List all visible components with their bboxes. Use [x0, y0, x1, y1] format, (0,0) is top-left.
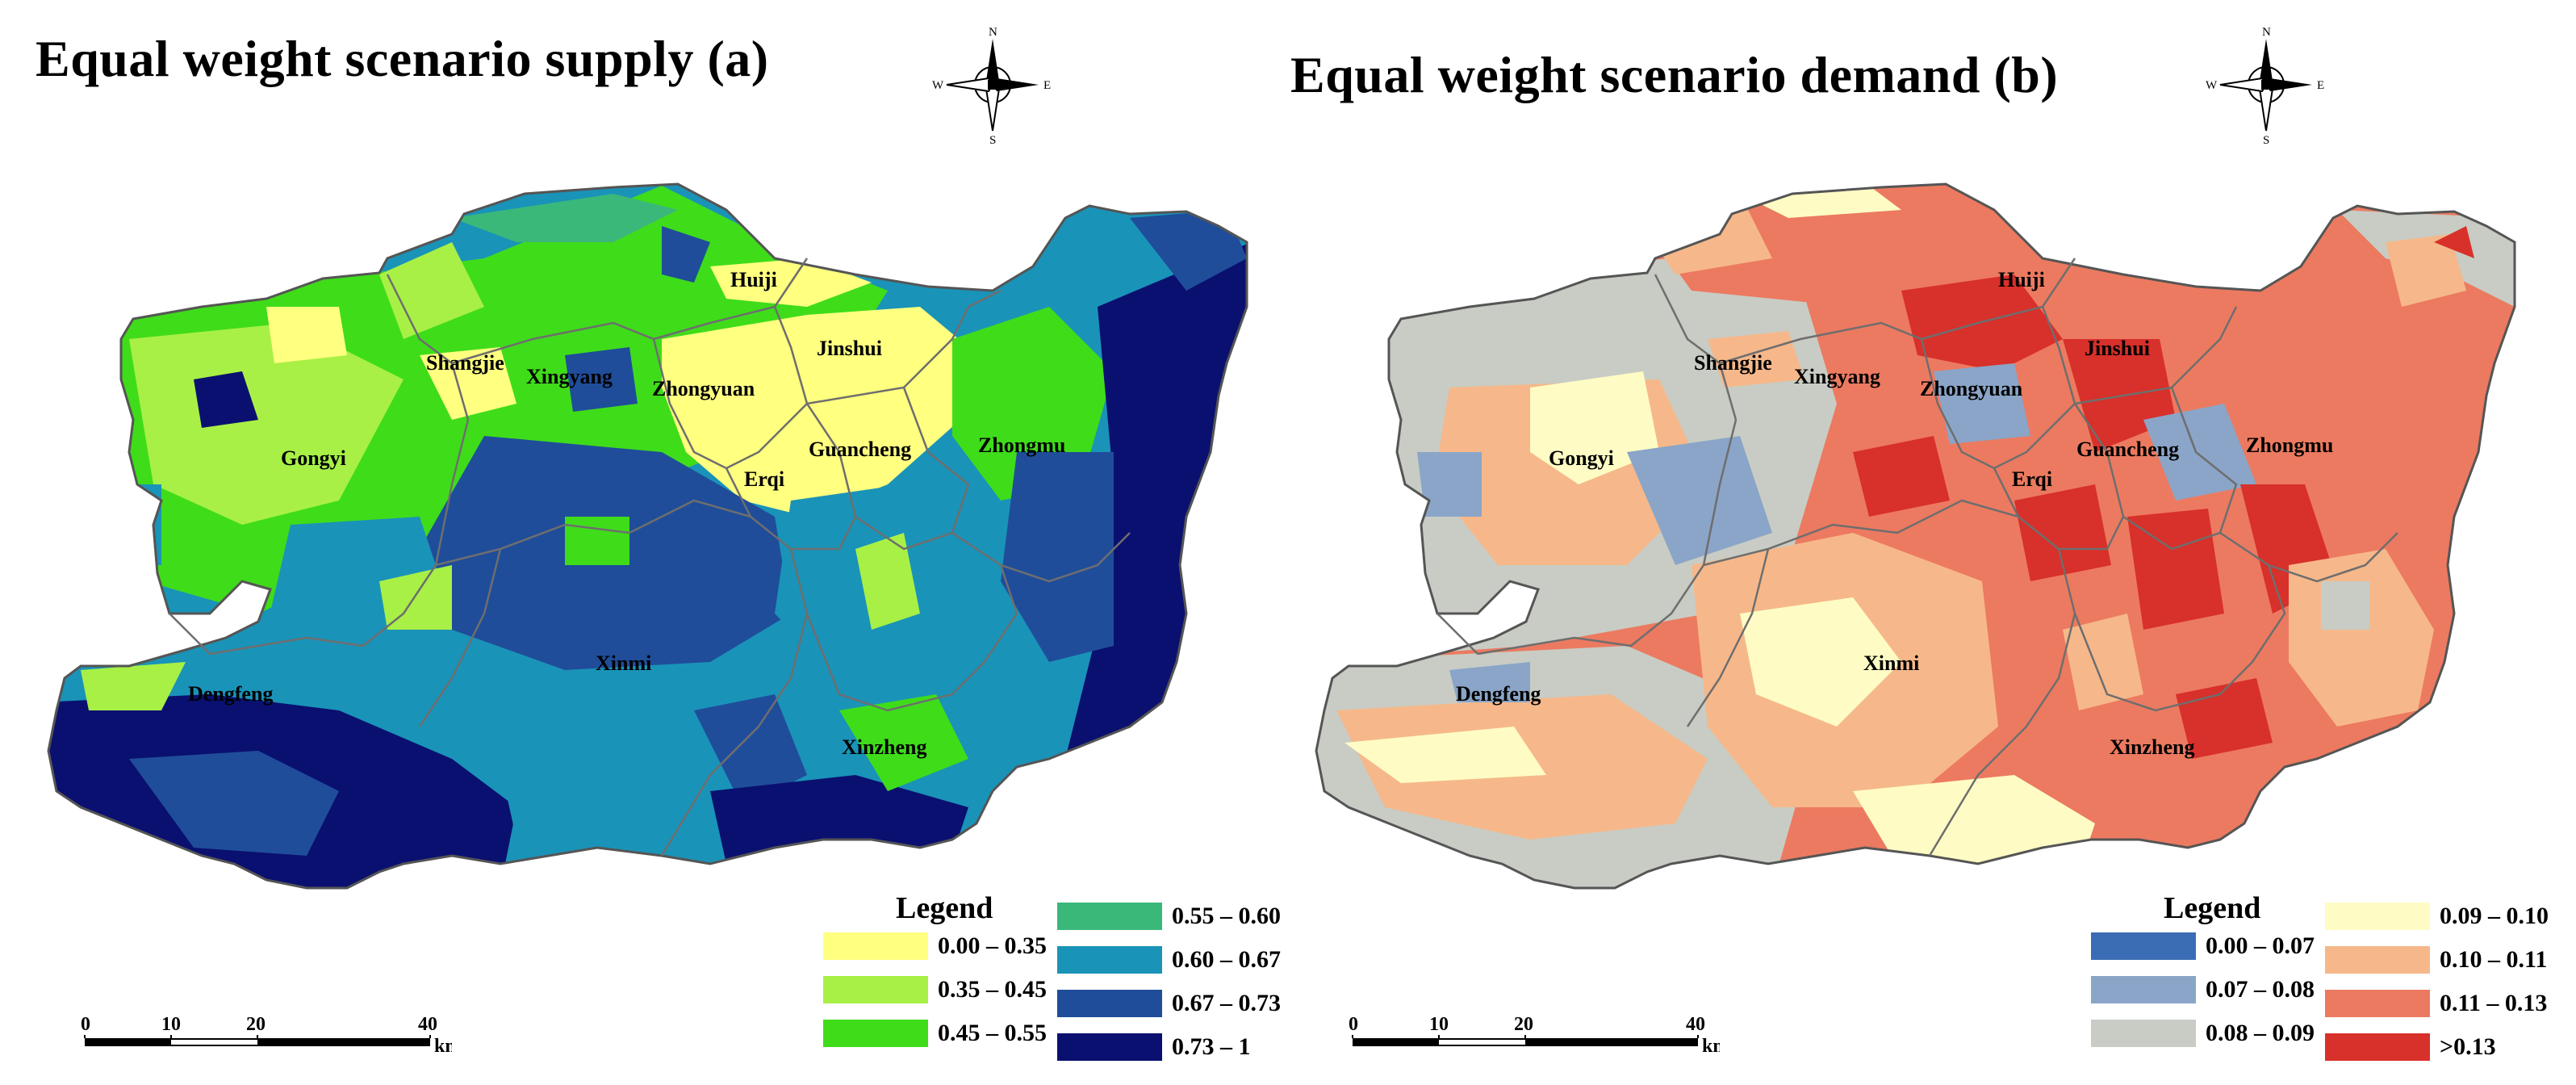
place-label: Xingyang [526, 365, 613, 388]
legend-swatch [2091, 932, 2196, 960]
place-label: Zhongyuan [1920, 377, 2023, 400]
place-label: Jinshui [2085, 337, 2150, 360]
legend-item: 0.73 – 1 [1057, 1031, 1251, 1063]
scale-bar: 0 10 20 40 km [1349, 1014, 1720, 1057]
place-label: Xinzheng [842, 735, 926, 759]
place-label: Shangjie [426, 351, 504, 375]
legend-swatch [2091, 976, 2196, 1003]
place-label: Guancheng [2076, 438, 2179, 461]
place-label: Zhongmu [978, 434, 1065, 457]
place-label: Dengfeng [188, 682, 273, 706]
place-label: Zhongmu [2246, 434, 2333, 457]
place-label: Xinzheng [2110, 735, 2194, 759]
scale-tick: 10 [161, 1014, 181, 1035]
legend-swatch [2325, 946, 2430, 974]
place-label: Xingyang [1794, 365, 1880, 388]
compass-e: E [1043, 79, 1051, 92]
place-label: Guancheng [809, 438, 911, 461]
legend-swatch [2091, 1020, 2196, 1047]
scale-tick: 40 [418, 1014, 437, 1035]
scale-tick: 20 [1514, 1014, 1533, 1035]
scale-bar: 0 10 20 40 km [81, 1014, 452, 1057]
place-label: Dengfeng [1456, 682, 1541, 706]
legend-swatch [1057, 990, 1162, 1017]
compass-w: W [932, 79, 944, 92]
compass-s: S [2263, 134, 2269, 145]
legend-item: 0.11 – 0.13 [2325, 987, 2547, 1020]
panel-title: Equal weight scenario supply (a) [36, 30, 769, 87]
legend: Legend 0.00 – 0.07 0.07 – 0.08 0.08 – 0.… [2091, 884, 2549, 1082]
place-label: Zhongyuan [652, 377, 755, 400]
place-label: Xinmi [596, 651, 651, 675]
supply-map-panel: Equal weight scenario supply (a) N S W E [36, 26, 1281, 1082]
scale-unit: km [1702, 1036, 1720, 1057]
legend-item: 0.67 – 0.73 [1057, 987, 1281, 1020]
place-label: Gongyi [281, 446, 346, 470]
legend-swatch [2325, 990, 2430, 1017]
legend-title: Legend [896, 891, 993, 925]
legend-item: 0.00 – 0.35 [823, 930, 1047, 962]
legend-swatch [823, 932, 928, 960]
place-label: Xinmi [1863, 651, 1919, 675]
legend-swatch [823, 976, 928, 1003]
place-label: Jinshui [817, 337, 882, 360]
panel-title: Equal weight scenario demand (b) [1290, 46, 2059, 103]
legend-item: 0.35 – 0.45 [823, 974, 1047, 1006]
legend-item: 0.60 – 0.67 [1057, 944, 1281, 976]
place-label: Shangjie [1694, 351, 1772, 375]
place-label: Erqi [2012, 467, 2052, 491]
place-label: Erqi [744, 467, 784, 491]
legend-swatch [1057, 946, 1162, 974]
demand-map-panel: Equal weight scenario demand (b) N S W E [1288, 0, 2576, 1085]
legend-item: 0.45 – 0.55 [823, 1017, 1047, 1049]
legend-item: 0.07 – 0.08 [2091, 974, 2315, 1006]
compass-s: S [989, 134, 996, 145]
legend-swatch [1057, 1033, 1162, 1061]
demand-map: Huiji Jinshui Shangjie Xingyang Zhongyua… [1315, 182, 2516, 890]
place-label: Huiji [1998, 268, 2045, 291]
north-arrow-icon: N S W E [932, 26, 1051, 145]
north-arrow-icon: N S W E [2206, 26, 2324, 145]
compass-w: W [2206, 79, 2218, 92]
scale-tick: 20 [246, 1014, 266, 1035]
legend-item: 0.55 – 0.60 [1057, 900, 1281, 932]
place-label: Huiji [730, 268, 777, 291]
compass-e: E [2317, 79, 2324, 92]
compass-n: N [2262, 26, 2271, 39]
legend-swatch [823, 1020, 928, 1047]
scale-tick: 40 [1686, 1014, 1705, 1035]
legend-item: 0.09 – 0.10 [2325, 900, 2549, 932]
legend-item: >0.13 [2325, 1031, 2496, 1063]
supply-map: Huiji Jinshui Shangjie Xingyang Zhongyua… [47, 182, 1248, 890]
legend-swatch [1057, 903, 1162, 930]
legend-item: 0.10 – 0.11 [2325, 944, 2547, 976]
scale-tick: 0 [81, 1014, 90, 1035]
legend-item: 0.08 – 0.09 [2091, 1017, 2315, 1049]
scale-tick: 0 [1349, 1014, 1358, 1035]
legend-swatch [2325, 903, 2430, 930]
compass-n: N [989, 26, 997, 39]
legend-swatch [2325, 1033, 2430, 1061]
scale-tick: 10 [1429, 1014, 1449, 1035]
legend-item: 0.00 – 0.07 [2091, 930, 2315, 962]
legend-title: Legend [2164, 891, 2261, 925]
legend: Legend 0.00 – 0.35 0.35 – 0.45 0.45 – 0.… [823, 884, 1281, 1082]
place-label: Gongyi [1549, 446, 1614, 470]
scale-unit: km [434, 1036, 452, 1057]
